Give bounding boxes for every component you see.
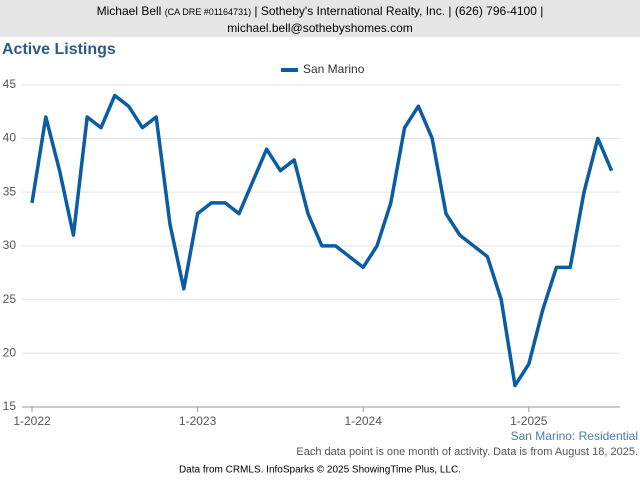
- y-tick-label: 30: [3, 238, 17, 252]
- agent-name: Michael Bell: [96, 4, 162, 18]
- footer: Data from CRMLS. InfoSparks © 2025 Showi…: [179, 465, 461, 476]
- x-tick-label: 1-2023: [179, 414, 217, 428]
- company: | Sotheby's International Realty, Inc. |…: [254, 4, 544, 18]
- y-tick-label: 15: [3, 399, 17, 413]
- y-tick-label: 35: [3, 184, 17, 198]
- series-line: [30, 93, 614, 388]
- y-tick-label: 45: [3, 77, 17, 91]
- y-tick-label: 25: [3, 292, 17, 306]
- note: Each data point is one month of activity…: [296, 446, 638, 458]
- y-tick-label: 40: [3, 131, 17, 145]
- x-tick-label: 1-2025: [510, 414, 548, 428]
- license: (CA DRE #01164731): [164, 7, 252, 17]
- annotation: San Marino: Residential: [511, 429, 638, 443]
- header: Michael Bell (CA DRE #01164731) | Sotheb…: [0, 0, 640, 37]
- x-tick-label: 1-2024: [345, 414, 383, 428]
- x-tick-label: 1-2022: [13, 414, 51, 428]
- legend-label: San Marino: [303, 62, 365, 76]
- chart-title: Active Listings: [2, 41, 116, 58]
- y-tick-label: 20: [3, 345, 17, 359]
- email: michael.bell@sothebyshomes.com: [227, 21, 413, 35]
